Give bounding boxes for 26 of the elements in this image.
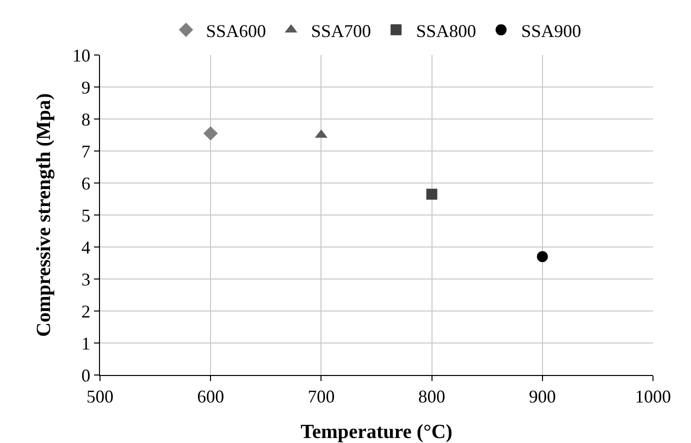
y-tick-label: 3 — [81, 269, 90, 290]
y-tick-label: 8 — [81, 109, 90, 130]
x-tick-label: 800 — [418, 386, 446, 407]
x-tick-label: 900 — [528, 386, 556, 407]
legend-label: SSA600 — [206, 20, 266, 41]
y-tick-label: 0 — [81, 365, 90, 386]
x-axis-title: Temperature (°C) — [300, 421, 452, 443]
legend-label: SSA900 — [521, 20, 582, 41]
x-tick-label: 700 — [308, 386, 335, 407]
y-tick-label: 4 — [81, 237, 90, 258]
x-tick-label: 1000 — [635, 386, 671, 407]
point — [536, 251, 548, 262]
point — [203, 126, 218, 141]
point — [426, 188, 438, 200]
y-tick-label: 9 — [81, 77, 90, 98]
legend-label: SSA700 — [311, 20, 372, 41]
y-tick-label: 2 — [81, 301, 90, 322]
y-tick-label: 6 — [81, 173, 90, 194]
y-tick-label: 1 — [81, 333, 90, 354]
y-axis-title: Compressive strength (Mpa) — [33, 93, 55, 337]
legend-label: SSA800 — [416, 20, 476, 41]
y-tick-label: 5 — [81, 205, 90, 226]
x-tick-label: 600 — [197, 386, 224, 407]
x-tick-label: 500 — [86, 386, 114, 407]
y-tick-label: 7 — [81, 141, 90, 162]
y-tick-label: 10 — [72, 45, 90, 66]
